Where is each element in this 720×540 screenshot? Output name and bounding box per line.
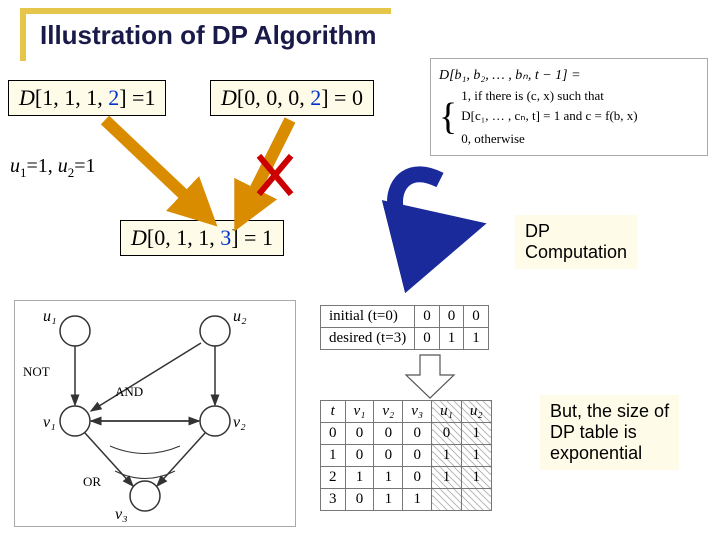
- network-diagram: u₁ u₂ v₁ v₂ v₃ NOT AND OR: [14, 300, 296, 527]
- callout-dp: DP Computation: [515, 215, 637, 269]
- eqn-line1: D[b₁, b₂, … , bₙ, t − 1] =: [439, 65, 699, 86]
- arrow-1: [105, 120, 200, 210]
- node-v1: v₁: [43, 414, 56, 431]
- network-svg: u₁ u₂ v₁ v₂ v₃ NOT AND OR: [15, 301, 295, 526]
- node-u1: u₁: [43, 308, 57, 325]
- condition-label: u1=1, u2=1: [10, 155, 96, 181]
- slide-title-wrap: Illustration of DP Algorithm: [20, 8, 391, 61]
- eqn-case2: D[c₁, … , cₙ, t] = 1 and c = f(b, x): [461, 106, 637, 126]
- d-box-3: D[0, 1, 1, 3] = 1: [120, 220, 284, 256]
- dp-curve-arrow: [395, 174, 440, 236]
- cross-icon: [250, 150, 300, 200]
- eqn-case3: 0, otherwise: [461, 129, 637, 149]
- node-v2: v₂: [233, 414, 246, 431]
- down-arrow-icon: [406, 355, 454, 398]
- node-u2: u₂: [233, 308, 247, 325]
- equation-box: D[b₁, b₂, … , bₙ, t − 1] = { 1, if there…: [430, 58, 708, 156]
- gate-or: OR: [83, 474, 101, 489]
- callout-exp: But, the size of DP table is exponential: [540, 395, 679, 470]
- node-v3: v₃: [115, 506, 128, 523]
- table-initial-desired: initial (t=0)000desired (t=3)011: [320, 305, 489, 350]
- table-main: tv₁v₂v₃u₁u₂0000011000112110113011: [320, 400, 492, 511]
- eqn-case1: 1, if there is (c, x) such that: [461, 86, 637, 106]
- title-accent-bar: Illustration of DP Algorithm: [20, 8, 391, 61]
- slide-title: Illustration of DP Algorithm: [40, 20, 377, 50]
- gate-not: NOT: [23, 364, 50, 379]
- d-box-1: D[1, 1, 1, 2] =1: [8, 80, 166, 116]
- gate-and: AND: [115, 384, 143, 399]
- d-box-2: D[0, 0, 0, 2] = 0: [210, 80, 374, 116]
